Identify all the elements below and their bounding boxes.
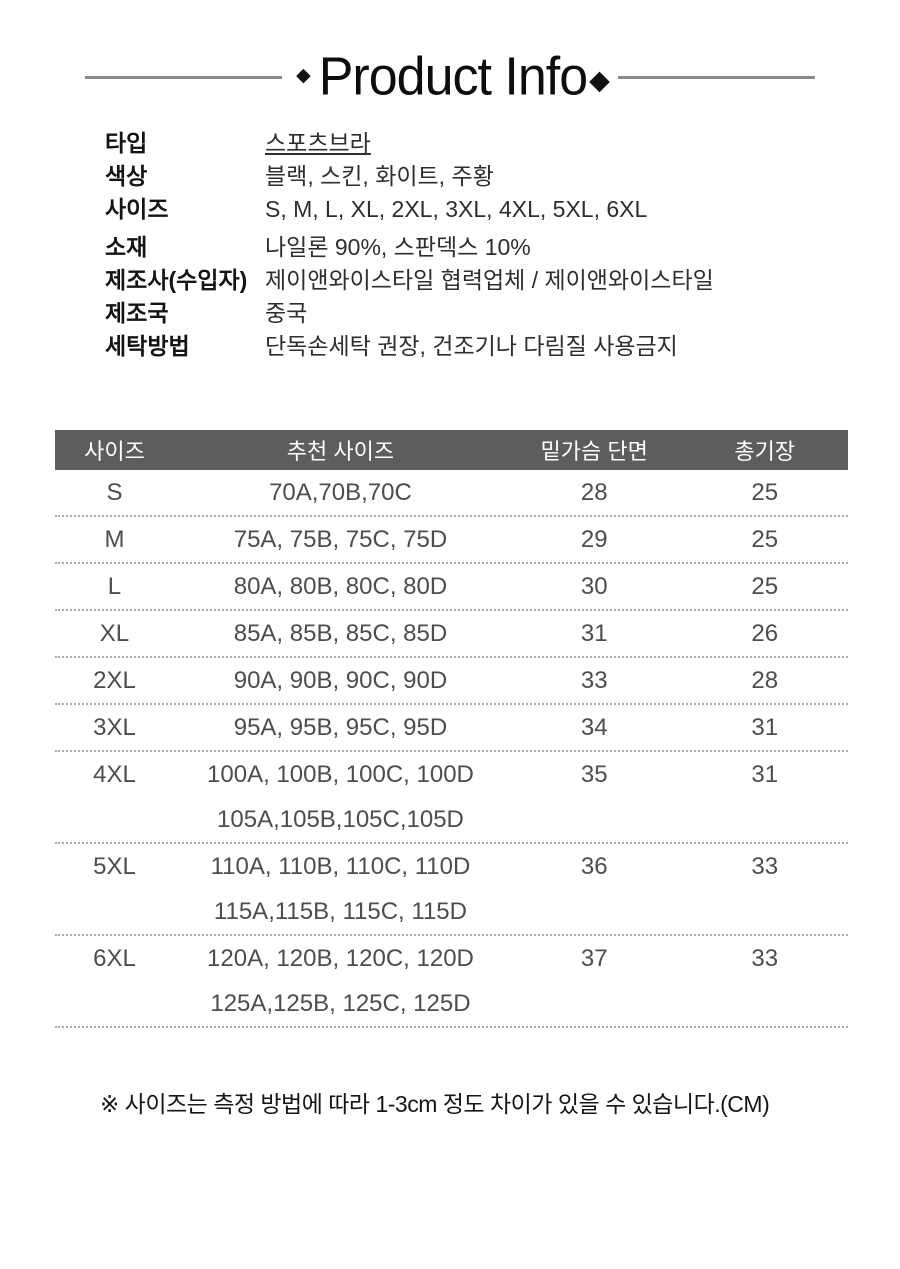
recommended-size-line: 115A,115B, 115C, 115D bbox=[213, 898, 467, 925]
recommended-size-line: 80A, 80B, 80C, 80D bbox=[233, 573, 448, 600]
cell-underbust: 28 bbox=[580, 479, 608, 506]
cell-total-length: 26 bbox=[751, 620, 779, 647]
spec-value: S, M, L, XL, 2XL, 3XL, 4XL, 5XL, 6XL bbox=[265, 196, 648, 222]
spec-label: 세탁방법 bbox=[105, 333, 190, 359]
spec-row: 제조사(수입자) 제이앤와이스타일 협력업체 / 제이앤와이스타일 bbox=[105, 264, 900, 297]
recommended-size-line: 85A, 85B, 85C, 85D bbox=[233, 620, 448, 647]
cell-size: 2XL bbox=[93, 667, 136, 694]
spec-row: 색상 블랙, 스킨, 화이트, 주황 bbox=[105, 160, 900, 193]
table-row: L 80A, 80B, 80C, 80D 30 25 bbox=[55, 564, 848, 611]
size-footnote: ※ 사이즈는 측정 방법에 따라 1-3cm 정도 차이가 있을 수 있습니다.… bbox=[100, 1091, 770, 1117]
cell-recommended-sizes: 120A, 120B, 120C, 120D 125A,125B, 125C, 1… bbox=[174, 936, 507, 1026]
header-recommended-size: 추천 사이즈 bbox=[286, 439, 395, 464]
size-table: 사이즈 추천 사이즈 밑가슴 단면 총기장 S 70A,70B,70C 28 25 M… bbox=[55, 430, 848, 1028]
cell-size: 6XL bbox=[93, 945, 136, 972]
cell-recommended-sizes: 85A, 85B, 85C, 85D bbox=[174, 611, 507, 656]
title-right-line bbox=[617, 75, 815, 79]
spec-value: 단독손세탁 권장, 건조기나 다림질 사용금지 bbox=[265, 333, 678, 359]
cell-recommended-sizes: 95A, 95B, 95C, 95D bbox=[174, 705, 507, 750]
recommended-size-line: 75A, 75B, 75C, 75D bbox=[233, 526, 448, 553]
spec-label: 소재 bbox=[105, 234, 148, 260]
cell-recommended-sizes: 110A, 110B, 110C, 110D 115A,115B, 115C, 1… bbox=[174, 844, 507, 934]
size-table-header: 사이즈 추천 사이즈 밑가슴 단면 총기장 bbox=[55, 430, 848, 470]
spec-row: 타입 스포츠브라 bbox=[105, 127, 900, 160]
cell-total-length: 25 bbox=[751, 526, 779, 553]
title-header: ◆ Product Info ◆ bbox=[0, 45, 900, 109]
page-title: Product Info bbox=[318, 46, 588, 108]
diamond-icon-right: ◆ bbox=[589, 64, 610, 95]
table-row: 6XL 120A, 120B, 120C, 120D 125A,125B, 125… bbox=[55, 936, 848, 1028]
cell-size: M bbox=[104, 526, 125, 553]
recommended-size-line: 110A, 110B, 110C, 110D bbox=[210, 853, 471, 880]
recommended-size-line: 90A, 90B, 90C, 90D bbox=[233, 667, 448, 694]
table-row: 4XL 100A, 100B, 100C, 100D 105A,105B,105C… bbox=[55, 752, 848, 844]
cell-total-length: 33 bbox=[751, 945, 779, 972]
product-info-page: ◆ Product Info ◆ 타입 스포츠브라 색상 블랙, 스킨, 화이트… bbox=[0, 45, 900, 1269]
size-table-body: S 70A,70B,70C 28 25 M 75A, 75B, 75C, 75D… bbox=[55, 470, 848, 1028]
spec-label: 색상 bbox=[105, 163, 148, 189]
table-row: 2XL 90A, 90B, 90C, 90D 33 28 bbox=[55, 658, 848, 705]
cell-underbust: 37 bbox=[580, 945, 608, 972]
diamond-icon-left: ◆ bbox=[296, 64, 311, 86]
cell-size: XL bbox=[99, 620, 130, 647]
cell-recommended-sizes: 70A,70B,70C bbox=[174, 470, 507, 515]
cell-size: 5XL bbox=[93, 853, 136, 880]
cell-underbust: 36 bbox=[580, 853, 608, 880]
cell-size: L bbox=[107, 573, 122, 600]
cell-underbust: 35 bbox=[580, 761, 608, 788]
title-left-line bbox=[85, 75, 283, 79]
table-row: 3XL 95A, 95B, 95C, 95D 34 31 bbox=[55, 705, 848, 752]
product-spec-list: 타입 스포츠브라 색상 블랙, 스킨, 화이트, 주황 사이즈 S, M, L,… bbox=[0, 127, 900, 363]
spec-value: 나일론 90%, 스판덱스 10% bbox=[265, 234, 531, 260]
spec-label: 사이즈 bbox=[105, 196, 169, 222]
header-size: 사이즈 bbox=[84, 439, 145, 464]
spec-value: 스포츠브라 bbox=[265, 130, 371, 156]
cell-total-length: 31 bbox=[751, 761, 779, 788]
cell-underbust: 33 bbox=[580, 667, 608, 694]
cell-size: 4XL bbox=[93, 761, 136, 788]
spec-value: 제이앤와이스타일 협력업체 / 제이앤와이스타일 bbox=[265, 267, 714, 293]
recommended-size-line: 120A, 120B, 120C, 120D bbox=[207, 945, 474, 972]
recommended-size-line: 125A,125B, 125C, 125D bbox=[210, 990, 471, 1017]
recommended-size-line: 70A,70B,70C bbox=[269, 479, 412, 506]
cell-recommended-sizes: 100A, 100B, 100C, 100D 105A,105B,105C,105… bbox=[174, 752, 507, 842]
table-row: M 75A, 75B, 75C, 75D 29 25 bbox=[55, 517, 848, 564]
table-row: 5XL 110A, 110B, 110C, 110D 115A,115B, 115… bbox=[55, 844, 848, 936]
table-row: S 70A,70B,70C 28 25 bbox=[55, 470, 848, 517]
cell-total-length: 25 bbox=[751, 573, 779, 600]
spec-value: 중국 bbox=[265, 300, 308, 326]
cell-total-length: 28 bbox=[751, 667, 779, 694]
cell-underbust: 30 bbox=[580, 573, 608, 600]
cell-total-length: 33 bbox=[751, 853, 779, 880]
cell-recommended-sizes: 75A, 75B, 75C, 75D bbox=[174, 517, 507, 562]
spec-label: 제조국 bbox=[105, 300, 169, 326]
recommended-size-line: 105A,105B,105C,105D bbox=[217, 806, 464, 833]
recommended-size-line: 95A, 95B, 95C, 95D bbox=[233, 714, 448, 741]
spec-label: 타입 bbox=[105, 130, 148, 156]
cell-total-length: 25 bbox=[751, 479, 779, 506]
table-row: XL 85A, 85B, 85C, 85D 31 26 bbox=[55, 611, 848, 658]
spec-value: 블랙, 스킨, 화이트, 주황 bbox=[265, 163, 494, 189]
cell-underbust: 31 bbox=[580, 620, 608, 647]
cell-total-length: 31 bbox=[751, 714, 779, 741]
spec-label: 제조사(수입자) bbox=[105, 267, 248, 293]
spec-row: 사이즈 S, M, L, XL, 2XL, 3XL, 4XL, 5XL, 6XL bbox=[105, 193, 900, 226]
spec-row: 세탁방법 단독손세탁 권장, 건조기나 다림질 사용금지 bbox=[105, 330, 900, 363]
header-total-length: 총기장 bbox=[734, 439, 796, 464]
cell-size: 3XL bbox=[93, 714, 136, 741]
recommended-size-line: 100A, 100B, 100C, 100D bbox=[207, 761, 474, 788]
cell-recommended-sizes: 90A, 90B, 90C, 90D bbox=[174, 658, 507, 703]
cell-size: S bbox=[106, 479, 123, 506]
cell-underbust: 34 bbox=[580, 714, 608, 741]
spec-row: 제조국 중국 bbox=[105, 297, 900, 330]
header-underbust: 밑가슴 단면 bbox=[540, 439, 648, 464]
spec-row: 소재 나일론 90%, 스판덱스 10% bbox=[105, 231, 900, 264]
cell-underbust: 29 bbox=[580, 526, 608, 553]
cell-recommended-sizes: 80A, 80B, 80C, 80D bbox=[174, 564, 507, 609]
